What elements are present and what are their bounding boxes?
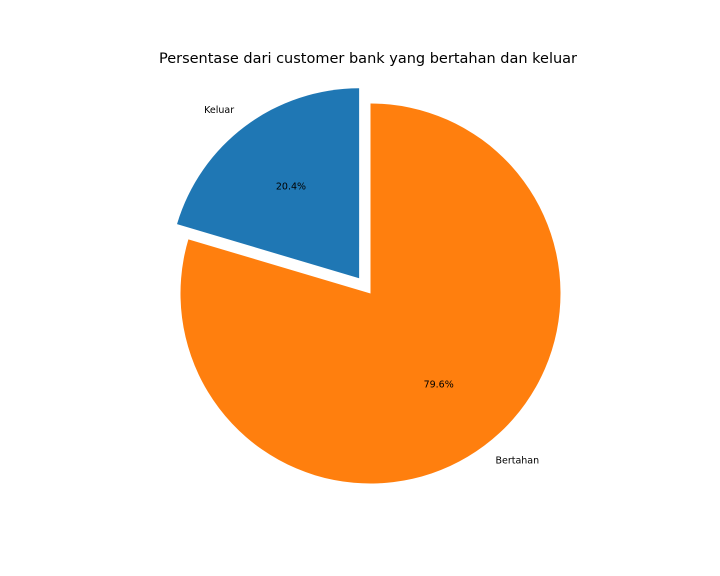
slice-label-bertahan: Bertahan [495,456,539,467]
chart-title: Persentase dari customer bank yang berta… [159,51,577,67]
pie-slice-keluar [177,88,360,279]
slice-pct-label-bertahan: 79.6% [424,379,454,390]
pie-slices [177,88,561,484]
pie-labels: Keluar 20.4% Bertahan 79.6% [204,105,539,466]
slice-pct-label-keluar: 20.4% [276,181,306,192]
pie-slice-bertahan [180,103,561,484]
slice-label-keluar: Keluar [204,105,234,116]
